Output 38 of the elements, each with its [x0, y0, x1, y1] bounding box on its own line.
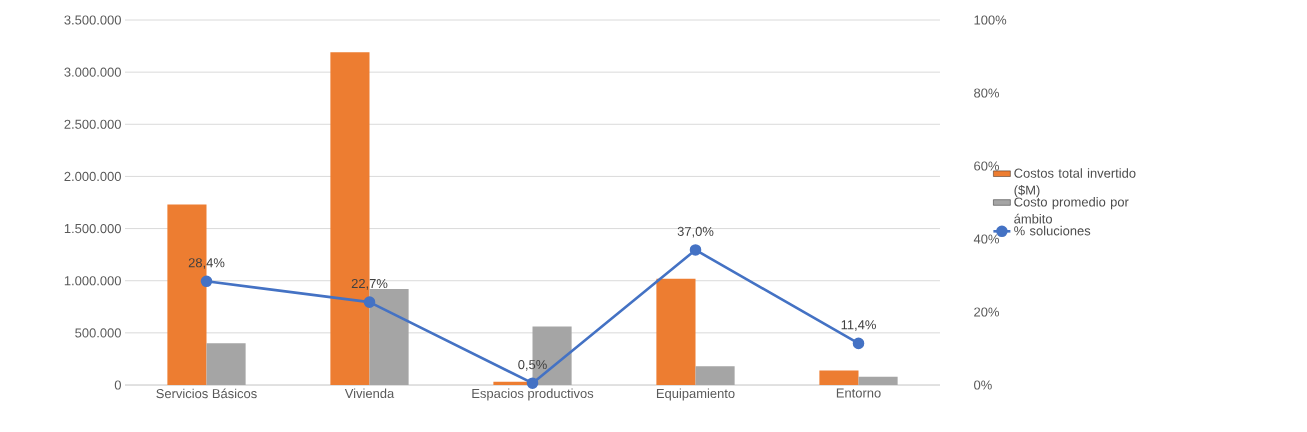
point — [852, 337, 865, 350]
x-tick-label: Espacios productivos — [472, 388, 594, 401]
y-tick-label: 500.000 — [75, 328, 121, 338]
data-label: 28,4% — [188, 258, 225, 269]
y2-tick-label: 20% — [974, 307, 999, 317]
y2-tick-label: 100% — [974, 15, 1007, 25]
data-label: 22,7% — [351, 278, 388, 290]
y-tick-label: 2.000.000 — [64, 171, 121, 182]
y-tick-label: 3.000.000 — [64, 67, 121, 77]
y-tick-label: 2.500.000 — [64, 119, 121, 129]
x-tick-label: Servicios Básicos — [156, 388, 257, 399]
y2-tick-label: 0% — [974, 380, 992, 390]
y-tick-label: 0 — [114, 380, 121, 390]
bar — [656, 278, 696, 385]
legend-label: % soluciones — [1014, 225, 1091, 236]
legend-label: Costos total invertido ($M) — [1014, 168, 1136, 198]
data-label: 37,0% — [677, 226, 714, 238]
point — [526, 377, 539, 389]
x-tick-label: Vivienda — [344, 388, 395, 399]
data-label: 11,4% — [841, 320, 876, 331]
bar — [206, 343, 246, 385]
point — [363, 296, 376, 308]
y2-tick-label: 80% — [974, 88, 999, 98]
bar — [695, 366, 735, 385]
x-tick-label: Equipamiento — [656, 388, 735, 401]
bar — [858, 376, 898, 385]
bar — [369, 289, 409, 385]
y2-tick-label: 60% — [974, 161, 999, 171]
legend-label: Costo promedio por ámbito — [1014, 197, 1129, 224]
y-tick-label: 1.500.000 — [64, 223, 121, 234]
y-tick-label: 1.000.000 — [64, 276, 121, 286]
x-tick-label: Entorno — [836, 388, 881, 398]
y2-tick-label: 40% — [973, 234, 999, 244]
data-label: 0,5% — [518, 359, 547, 371]
point — [200, 275, 213, 288]
y-tick-label: 3.500.000 — [64, 15, 121, 25]
point — [689, 244, 702, 256]
bar — [819, 370, 859, 385]
